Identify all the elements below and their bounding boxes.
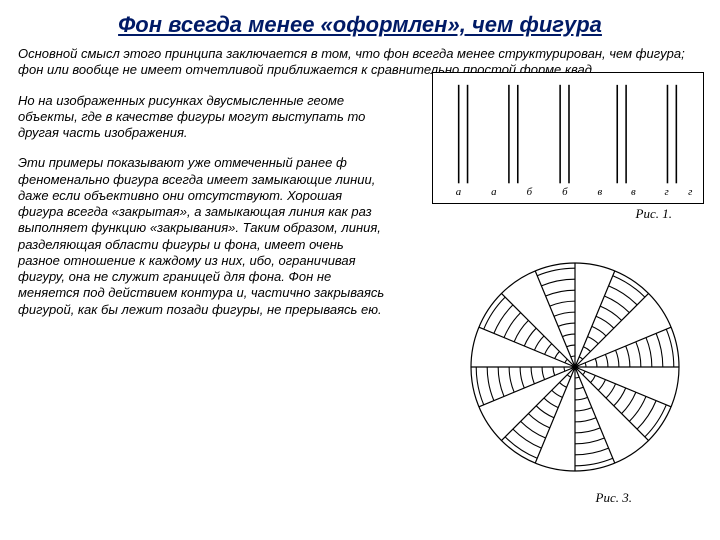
- svg-text:в: в: [631, 186, 636, 198]
- figure-2-circle: [466, 258, 684, 476]
- paragraph-3: Эти примеры показывают уже отмеченный ра…: [18, 155, 388, 318]
- figure-2-caption: Рис. 3.: [596, 490, 632, 506]
- svg-text:б: б: [562, 186, 568, 198]
- figure-1-caption: Рис. 1.: [636, 206, 672, 222]
- figure-1-lines: ааббввгг: [432, 72, 704, 204]
- svg-text:г: г: [665, 186, 669, 198]
- paragraph-2: Но на изображенных рисунках двусмысленны…: [18, 93, 378, 142]
- svg-text:г: г: [688, 186, 692, 198]
- svg-text:а: а: [491, 186, 496, 198]
- svg-text:а: а: [456, 186, 461, 198]
- svg-text:б: б: [527, 186, 533, 198]
- page-title: Фон всегда менее «оформлен», чем фигура: [0, 0, 720, 46]
- svg-text:в: в: [598, 186, 603, 198]
